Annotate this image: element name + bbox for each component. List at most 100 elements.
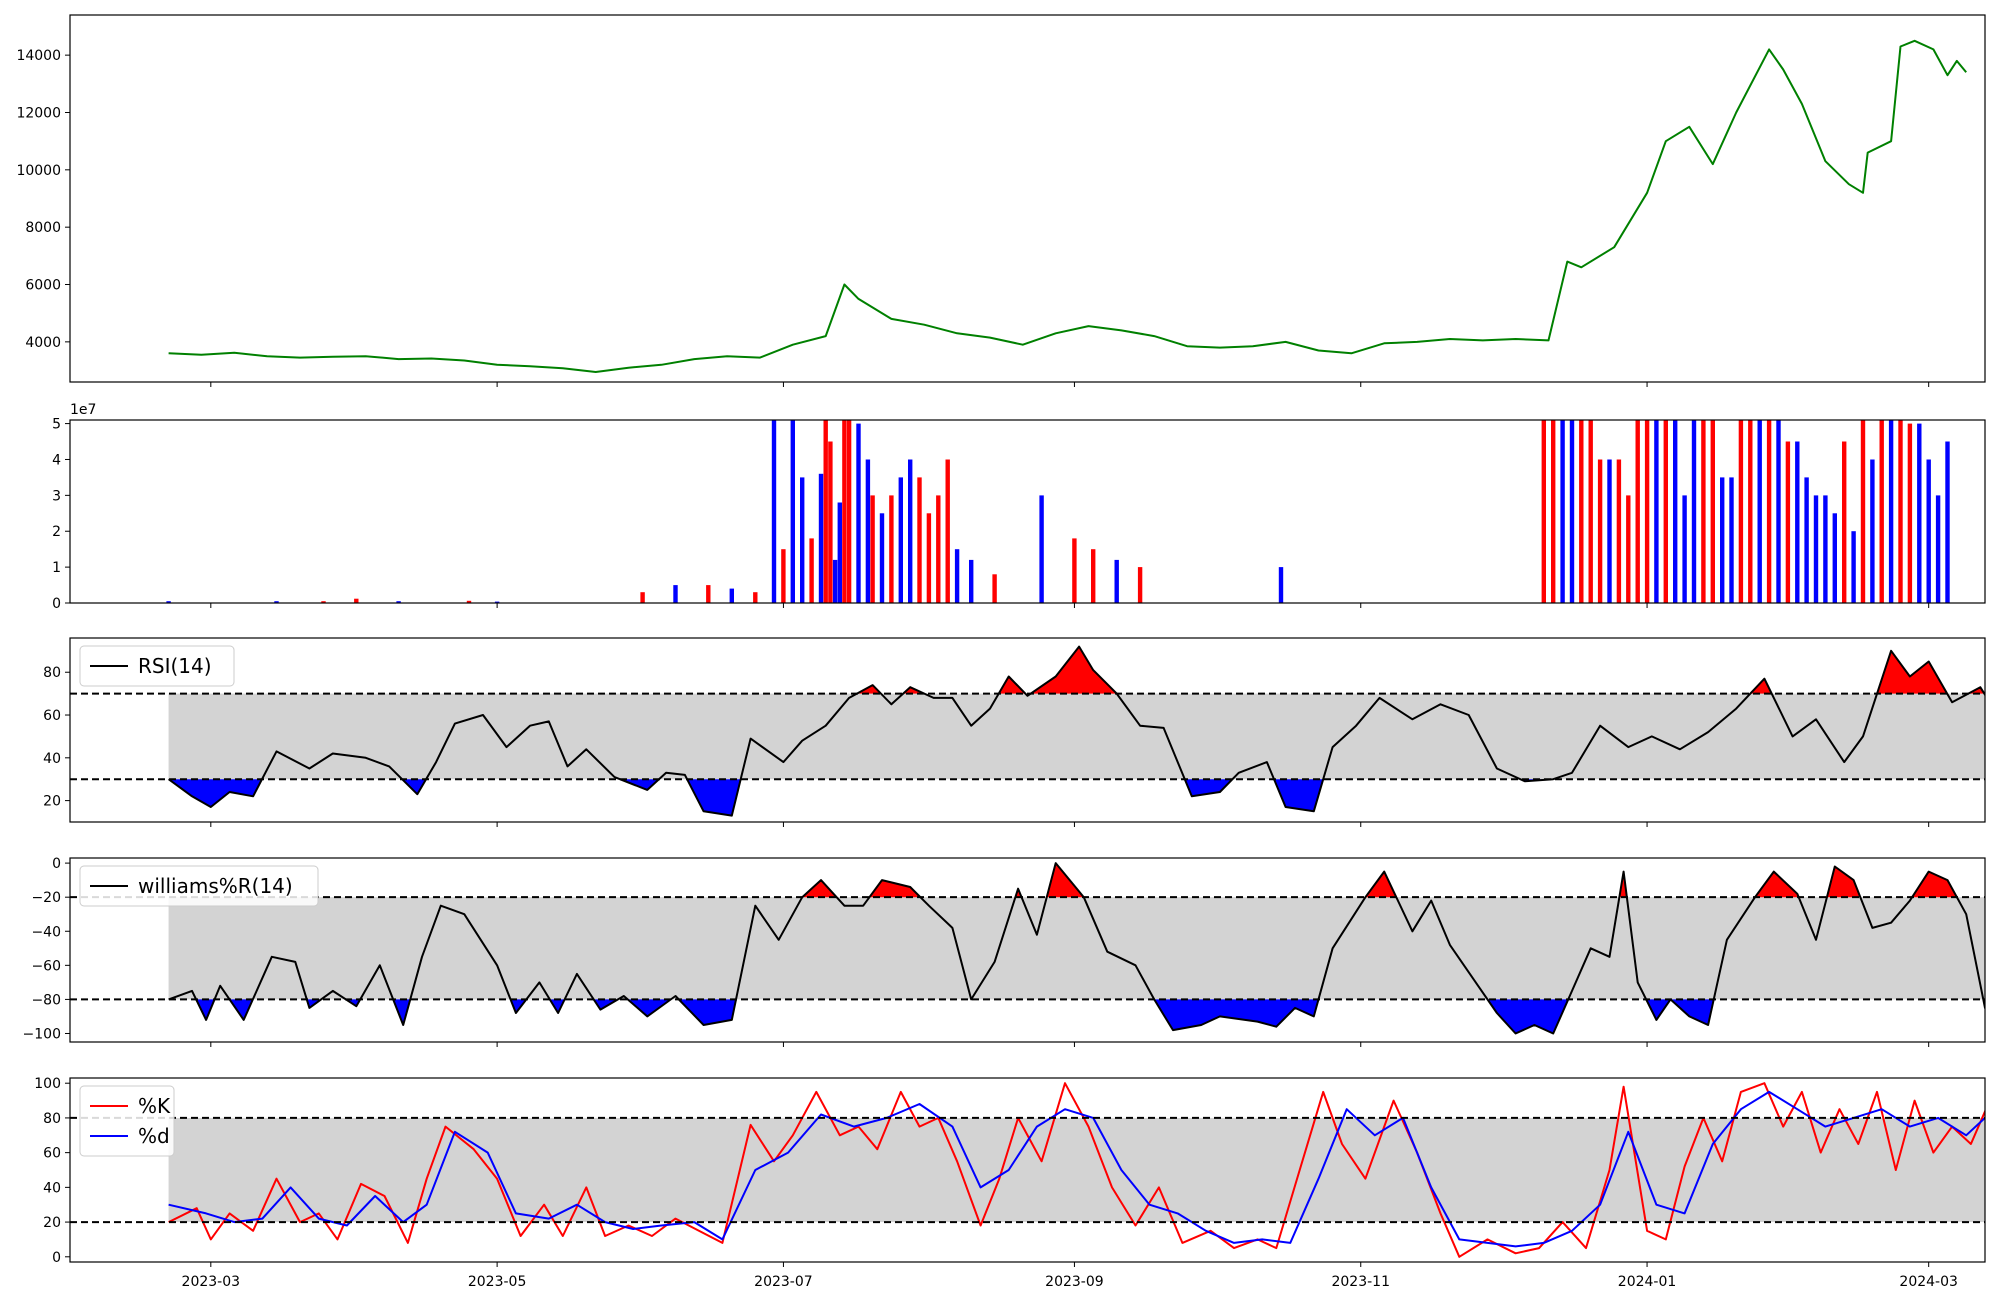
volume-bar xyxy=(832,559,838,603)
oversold-fill xyxy=(510,999,527,1013)
oversold-fill xyxy=(229,999,253,1020)
axes-frame xyxy=(69,637,1986,823)
oversold-fill xyxy=(393,999,411,1025)
legend: RSI(14) xyxy=(79,645,235,687)
volume-bar xyxy=(992,574,997,603)
volume-bar xyxy=(870,495,875,603)
oversold-fill xyxy=(402,779,427,795)
oversold-fill xyxy=(1184,779,1233,797)
axes-frame xyxy=(69,419,1986,604)
series-line-0 xyxy=(168,39,1967,373)
legend-box xyxy=(79,1085,175,1157)
volume-bar xyxy=(1776,420,1781,603)
oversold-fill xyxy=(678,999,736,1025)
price-panel: 4000 6000 8000 10000 12000 14000 xyxy=(16,14,1986,387)
legend-label: %d xyxy=(138,1124,170,1148)
series-line-0 xyxy=(168,1082,1985,1258)
volume-bar xyxy=(1607,459,1612,603)
y-tick-label: 0 xyxy=(52,1250,61,1266)
volume-bar xyxy=(818,473,824,603)
oversold-fill xyxy=(627,999,671,1017)
volume-bar xyxy=(1616,459,1622,603)
y-tick-label: 40 xyxy=(43,751,61,767)
y-tick-label: 6000 xyxy=(25,278,61,294)
volume-bar xyxy=(842,420,847,603)
volume-bar xyxy=(889,495,894,603)
volume-bar xyxy=(1551,420,1556,603)
y-tick-label: 80 xyxy=(43,1111,61,1127)
volume-bar xyxy=(1710,420,1715,603)
volume-bar xyxy=(1691,420,1697,603)
y-tick-label: 2 xyxy=(52,524,61,540)
volume-bar xyxy=(1701,420,1706,603)
x-tick-label: 2023-05 xyxy=(468,1274,527,1290)
volume-bar xyxy=(1278,567,1284,603)
rsi-panel: 20 40 60 80 RSI(14) xyxy=(43,637,1986,827)
overbought-fill xyxy=(802,880,837,898)
oversold-fill xyxy=(1646,999,1671,1020)
stochastic-panel: 0 20 40 60 80 100 2023-03 2023-05 2023-07 2023-09… xyxy=(34,1076,1986,1290)
volume-bar xyxy=(809,538,814,603)
y-tick-label: 8000 xyxy=(25,220,61,236)
volume-bar xyxy=(753,592,758,603)
x-tick-label: 2023-11 xyxy=(1331,1274,1390,1290)
overbought-fill xyxy=(1826,866,1861,898)
volume-bar xyxy=(1785,441,1791,603)
volume-bar xyxy=(1898,420,1903,603)
plot-area xyxy=(168,862,1985,1035)
volume-bar xyxy=(396,601,401,603)
x-tick-label: 2023-03 xyxy=(182,1274,241,1290)
volume-panel: 0 1 2 3 4 5 1e7 xyxy=(52,402,1986,612)
volume-bar xyxy=(1729,477,1734,603)
y-tick-label: −100 xyxy=(23,1026,61,1042)
legend: williams%R(14) xyxy=(79,865,319,907)
volume-bar xyxy=(1935,495,1941,603)
oversold-fill xyxy=(168,779,262,807)
y-tick-label: −20 xyxy=(31,890,61,906)
volume-bar xyxy=(1945,441,1950,603)
volume-bar xyxy=(1663,420,1668,603)
volume-bar xyxy=(1720,477,1725,603)
y-tick-label: 20 xyxy=(43,794,61,810)
volume-bar xyxy=(954,549,960,603)
volume-bar xyxy=(166,601,171,603)
legend-box xyxy=(79,865,319,907)
oversold-fill xyxy=(1487,999,1569,1034)
y-tick-label: 0 xyxy=(52,856,61,872)
volume-bar xyxy=(1870,459,1875,603)
volume-bar xyxy=(1588,420,1593,603)
oversold-fill xyxy=(1274,779,1324,812)
volume-bar xyxy=(823,420,828,603)
series-line-0 xyxy=(168,862,1985,1035)
volume-bar xyxy=(1860,420,1866,603)
axis-offset-label: 1e7 xyxy=(70,402,96,418)
williams-panel: −100 −80 −60 −40 −20 0 williams%R(14) xyxy=(23,856,1986,1047)
volume-bar xyxy=(800,477,805,603)
y-tick-label: 12000 xyxy=(16,105,61,121)
volume-bar xyxy=(1748,420,1753,603)
volume-bar xyxy=(354,598,359,603)
y-tick-label: 80 xyxy=(43,665,61,681)
oversold-fill xyxy=(1154,999,1319,1031)
y-tick-label: 0 xyxy=(52,596,61,612)
volume-bar xyxy=(1644,420,1650,603)
overbought-fill xyxy=(1030,646,1117,694)
overbought-fill xyxy=(998,676,1026,694)
volume-bar xyxy=(494,601,500,603)
overbought-fill xyxy=(1046,863,1084,898)
volume-bar xyxy=(1560,420,1565,603)
volume-bar xyxy=(1673,420,1678,603)
volume-bar xyxy=(321,601,326,603)
volume-bar xyxy=(1654,420,1659,603)
y-tick-label: 4 xyxy=(52,452,61,468)
x-tick-label: 2024-03 xyxy=(1899,1274,1958,1290)
oversold-fill xyxy=(549,999,565,1013)
volume-bar xyxy=(1757,420,1762,603)
volume-bar xyxy=(1072,538,1077,603)
volume-bar xyxy=(936,495,941,603)
volume-bar xyxy=(908,459,913,603)
volume-bar xyxy=(1137,567,1143,603)
oversold-fill xyxy=(1670,999,1714,1025)
volume-bar xyxy=(837,502,842,603)
y-tick-label: 40 xyxy=(43,1180,61,1196)
